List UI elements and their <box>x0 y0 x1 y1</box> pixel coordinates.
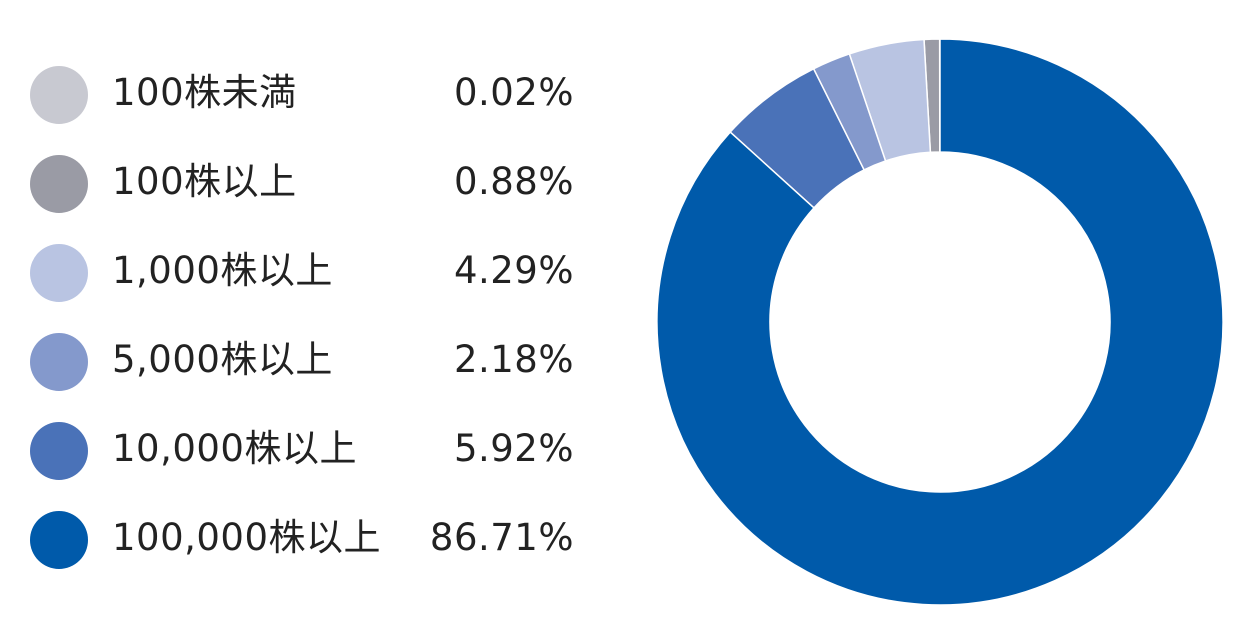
legend-swatch <box>30 155 88 213</box>
legend-item: 10,000株以上 5.92% <box>30 408 590 497</box>
legend-value: 0.02% <box>453 71 574 114</box>
legend-label: 100株以上 <box>112 160 297 203</box>
legend-value: 0.88% <box>453 160 574 203</box>
legend-item: 5,000株以上 2.18% <box>30 319 590 408</box>
legend-label: 10,000株以上 <box>112 427 357 470</box>
donut-slice <box>656 38 1224 606</box>
legend-value: 4.29% <box>453 249 574 292</box>
chart-legend: 100株未満 0.02% 100株以上 0.88% 1,000株以上 4.29%… <box>30 52 590 586</box>
legend-item: 100,000株以上 86.71% <box>30 497 590 586</box>
legend-item: 1,000株以上 4.29% <box>30 230 590 319</box>
legend-label: 1,000株以上 <box>112 249 333 292</box>
legend-swatch <box>30 511 88 569</box>
legend-swatch <box>30 422 88 480</box>
legend-swatch <box>30 333 88 391</box>
legend-swatch <box>30 66 88 124</box>
legend-item: 100株未満 0.02% <box>30 52 590 141</box>
legend-item: 100株以上 0.88% <box>30 141 590 230</box>
legend-value: 5.92% <box>453 427 574 470</box>
legend-label: 100,000株以上 <box>112 516 382 559</box>
legend-label: 100株未満 <box>112 71 297 114</box>
legend-label: 5,000株以上 <box>112 338 333 381</box>
legend-value: 2.18% <box>453 338 574 381</box>
legend-swatch <box>30 244 88 302</box>
legend-value: 86.71% <box>429 516 574 559</box>
donut-chart <box>656 38 1224 606</box>
